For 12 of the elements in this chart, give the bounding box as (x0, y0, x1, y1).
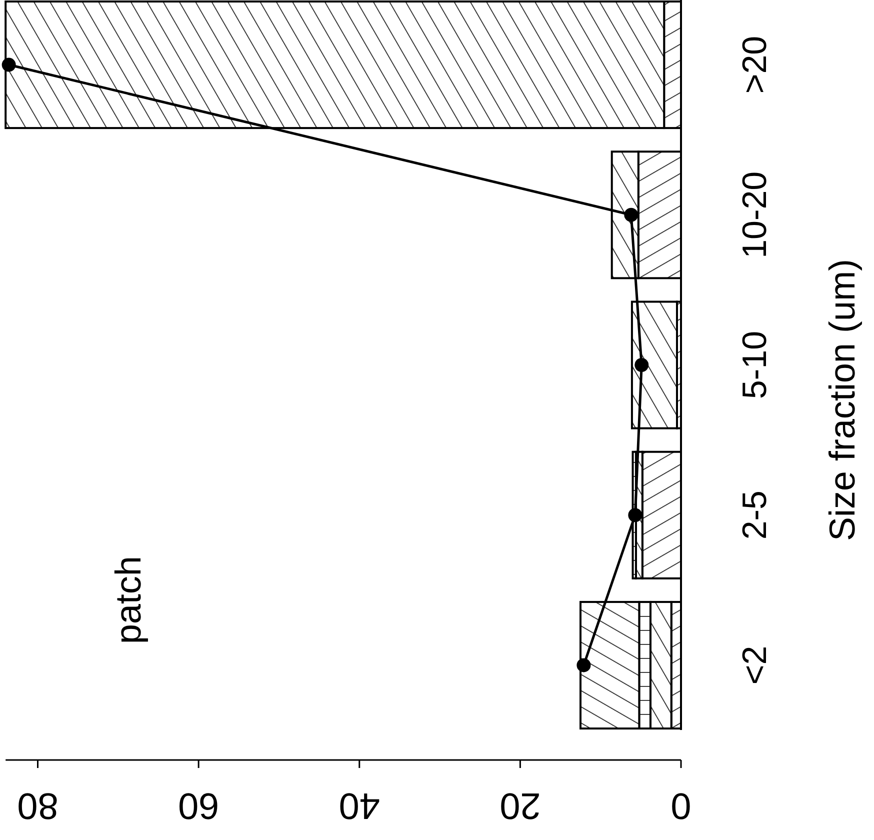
x-tick-label: 40 (338, 786, 380, 826)
y-tick-label: <2 (736, 646, 774, 685)
y-tick-label: 10-20 (736, 171, 774, 258)
x-tick-label: 20 (500, 786, 541, 826)
x-tick-label: 0 (670, 786, 692, 826)
x-tick-label: 80 (17, 786, 58, 826)
y-tick-label: >20 (736, 36, 774, 94)
x-tick-label: 60 (178, 786, 220, 826)
y-tick-label: 5-10 (736, 330, 774, 400)
annotation: patch (108, 556, 148, 644)
y-axis-title: Size fraction (um) (822, 258, 862, 542)
y-tick-label: 2-5 (736, 490, 774, 540)
